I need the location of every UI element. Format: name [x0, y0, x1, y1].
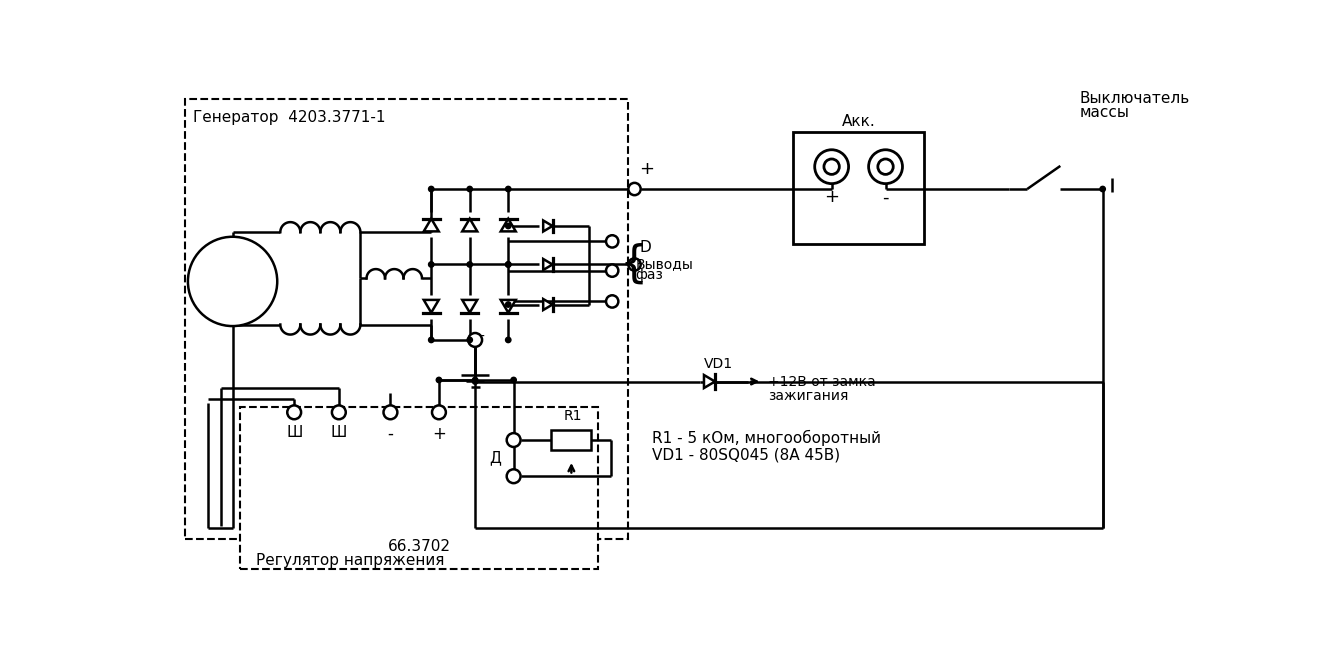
Text: -: - [388, 425, 393, 443]
Circle shape [333, 406, 346, 419]
Circle shape [384, 406, 397, 419]
Text: Ш: Ш [286, 425, 302, 440]
Text: +: + [640, 160, 654, 178]
Circle shape [507, 433, 520, 447]
Text: фаз: фаз [636, 268, 664, 282]
Circle shape [506, 262, 511, 267]
Circle shape [506, 262, 511, 267]
Circle shape [1100, 187, 1105, 192]
Text: R1 - 5 кОм, многооборотный: R1 - 5 кОм, многооборотный [652, 430, 881, 446]
Text: массы: массы [1080, 105, 1129, 120]
Bar [185, 99, 628, 539]
Polygon shape [500, 300, 516, 313]
Text: Акк.: Акк. [842, 114, 876, 129]
Circle shape [432, 406, 445, 419]
Circle shape [429, 187, 434, 192]
Text: D: D [640, 240, 650, 255]
Text: Генератор  4203.3771-1: Генератор 4203.3771-1 [193, 110, 385, 125]
Text: Регулятор напряжения: Регулятор напряжения [256, 553, 444, 568]
Text: 66.3702: 66.3702 [388, 539, 451, 554]
Circle shape [506, 223, 511, 228]
Text: Д: Д [489, 450, 500, 465]
Circle shape [606, 264, 618, 277]
Text: +: + [825, 189, 839, 207]
Circle shape [436, 377, 441, 382]
Polygon shape [424, 218, 439, 231]
Circle shape [287, 406, 302, 419]
Circle shape [815, 150, 849, 184]
Circle shape [467, 337, 472, 343]
Circle shape [467, 262, 472, 267]
Circle shape [506, 302, 511, 307]
Text: {: { [620, 243, 648, 286]
Circle shape [878, 159, 893, 175]
Text: Выключатель: Выключатель [1080, 91, 1189, 106]
Polygon shape [543, 259, 552, 270]
Circle shape [606, 295, 618, 307]
Circle shape [507, 469, 520, 483]
Polygon shape [463, 300, 477, 313]
Text: -: - [479, 330, 484, 344]
Circle shape [506, 337, 511, 343]
Bar [551, 430, 591, 450]
Circle shape [472, 379, 477, 384]
Polygon shape [424, 300, 439, 313]
Polygon shape [463, 218, 477, 231]
Circle shape [429, 337, 434, 343]
Text: VD1 - 80SQ045 (8А 45В): VD1 - 80SQ045 (8А 45В) [652, 448, 841, 463]
Text: -: - [882, 189, 889, 207]
Circle shape [869, 150, 902, 184]
Text: +: + [432, 425, 445, 443]
Text: Выводы: Выводы [636, 257, 693, 271]
Polygon shape [500, 218, 516, 231]
Polygon shape [543, 299, 552, 310]
Bar [793, 132, 924, 244]
Bar [240, 407, 598, 568]
Circle shape [511, 377, 516, 382]
Circle shape [506, 187, 511, 192]
Circle shape [188, 237, 278, 326]
Polygon shape [704, 375, 715, 388]
Text: Ш: Ш [331, 425, 347, 440]
Circle shape [472, 377, 477, 382]
Polygon shape [543, 220, 552, 232]
Circle shape [823, 159, 839, 175]
Text: +12В от замка: +12В от замка [768, 375, 876, 389]
Circle shape [468, 333, 481, 347]
Text: VD1: VD1 [704, 357, 734, 371]
Text: зажигания: зажигания [768, 389, 848, 403]
Circle shape [629, 258, 641, 271]
Text: R1: R1 [563, 409, 582, 423]
Circle shape [467, 187, 472, 192]
Circle shape [429, 262, 434, 267]
Circle shape [606, 235, 618, 248]
Circle shape [629, 183, 641, 195]
